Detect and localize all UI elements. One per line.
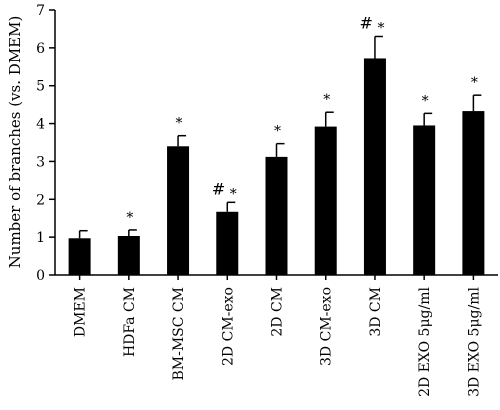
y-tick-label: 6 xyxy=(36,41,45,57)
bar xyxy=(413,125,436,275)
asterisk-marker: * xyxy=(176,116,183,132)
x-tick-label: 3D CM-exo xyxy=(319,287,335,366)
asterisk-marker: * xyxy=(377,21,384,37)
x-tick-label: 3D EXO 5μg/ml xyxy=(466,286,482,396)
bar xyxy=(167,146,190,275)
y-tick-label: 3 xyxy=(36,154,45,170)
bar xyxy=(314,126,337,275)
asterisk-marker: * xyxy=(126,210,133,226)
y-axis-label: Number of branches (vs. DMEM) xyxy=(6,16,24,269)
x-tick-label: HDFa CM xyxy=(122,287,138,357)
asterisk-marker: * xyxy=(471,75,478,91)
asterisk-marker: * xyxy=(422,93,429,109)
bar xyxy=(68,238,91,275)
hash-marker: # xyxy=(212,179,225,198)
y-tick-label: 5 xyxy=(36,79,45,95)
y-tick-label: 1 xyxy=(36,230,45,246)
bar xyxy=(363,58,386,276)
x-axis-ticks: DMEM HDFa CM BM-MSC CM 2D CM-exo 2D CM 3D CM-… xyxy=(73,275,482,397)
asterisk-marker: * xyxy=(230,186,237,202)
x-tick-label: 2D CM-exo xyxy=(220,287,236,366)
bars-group: **# ***# *** xyxy=(68,14,485,276)
bar xyxy=(462,111,485,275)
asterisk-marker: * xyxy=(274,124,281,140)
x-tick-label: 3D CM xyxy=(368,287,384,337)
y-tick-label: 4 xyxy=(36,117,45,133)
x-tick-label: 2D EXO 5μg/ml xyxy=(417,286,433,396)
hash-marker: # xyxy=(360,14,373,33)
y-tick-label: 7 xyxy=(36,3,45,19)
x-tick-label: 2D CM xyxy=(270,287,286,337)
bar xyxy=(117,236,140,275)
y-axis-ticks: 0 1 2 3 4 5 6 7 xyxy=(36,3,55,284)
x-tick-label: BM-MSC CM xyxy=(171,287,187,381)
x-tick-label: DMEM xyxy=(73,287,89,337)
y-tick-label: 2 xyxy=(36,192,45,208)
bar xyxy=(216,211,239,275)
y-tick-label: 0 xyxy=(36,268,45,284)
bar xyxy=(265,156,288,275)
asterisk-marker: * xyxy=(323,92,330,108)
